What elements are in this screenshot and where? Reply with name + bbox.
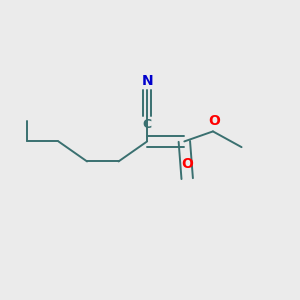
Text: O: O	[181, 158, 193, 172]
Text: N: N	[141, 74, 153, 88]
Text: O: O	[208, 114, 220, 128]
Text: C: C	[142, 118, 152, 131]
